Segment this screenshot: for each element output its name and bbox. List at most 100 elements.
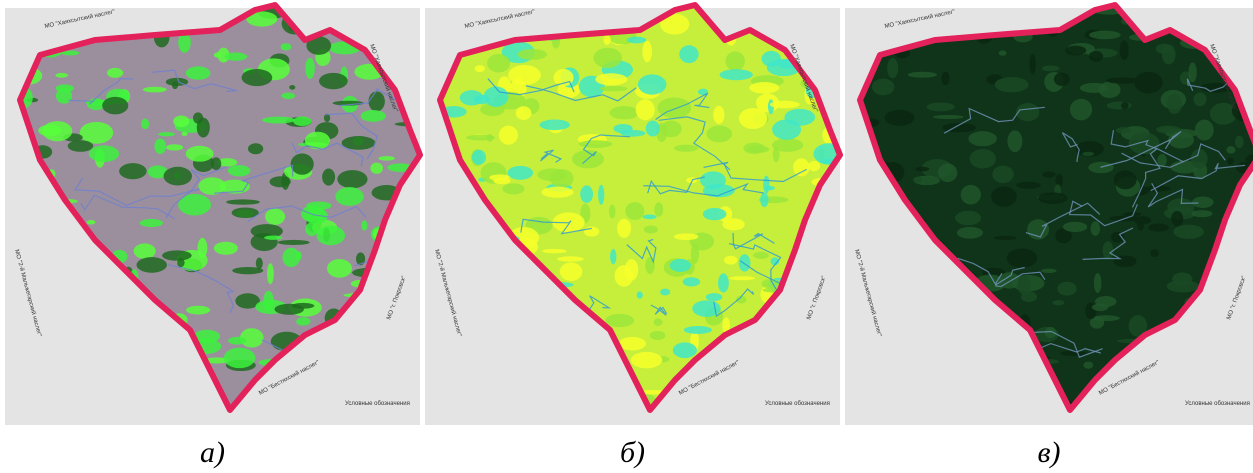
land-cover [214,242,238,255]
land-cover [225,52,247,60]
land-cover [164,167,192,186]
land-cover [264,235,282,239]
land-cover [660,289,670,296]
land-cover [1226,146,1235,154]
land-cover [1157,4,1190,9]
land-cover [653,318,662,326]
land-cover [1057,282,1076,296]
land-cover [143,87,167,93]
figure: МО "Хаяхсытский наслег"МО "Хаяхсытский н… [0,0,1253,473]
land-cover [784,109,815,126]
land-cover [537,168,567,181]
land-cover [610,249,616,264]
land-cover [968,131,997,146]
land-cover [305,58,315,79]
land-cover [927,102,955,111]
land-cover [609,106,639,119]
land-cover [141,119,149,130]
land-cover [941,71,949,85]
land-cover [603,35,610,45]
land-cover [489,174,509,180]
land-cover [518,49,547,60]
land-cover [301,205,325,222]
land-cover [1103,241,1114,259]
land-cover [173,115,189,127]
land-cover [319,73,348,89]
land-cover [808,161,820,171]
land-cover [472,150,486,165]
land-cover [646,120,660,136]
land-cover [703,208,727,220]
land-cover [1167,94,1182,114]
land-cover [466,135,495,141]
land-cover [617,219,631,238]
land-cover [240,328,264,347]
land-cover [166,144,183,150]
land-cover [1070,99,1092,121]
land-cover [1042,65,1059,71]
land-cover [557,256,584,261]
land-cover [1157,154,1166,167]
land-cover [291,153,314,174]
land-cover [1016,103,1039,121]
land-cover [275,304,304,315]
land-cover [1092,304,1108,311]
land-cover [378,156,394,161]
land-cover [56,88,72,104]
land-cover [933,115,964,119]
land-cover [361,110,386,122]
land-cover [542,249,566,254]
land-cover [263,291,273,311]
land-cover [1016,182,1041,189]
land-cover [136,257,166,273]
land-cover [89,145,119,162]
land-cover [282,248,300,267]
land-cover [683,277,701,286]
land-cover [262,117,295,124]
land-cover [627,37,646,44]
map-panel: МО "Хаяхсытский наслег"МО "Хаяхсытский н… [5,2,435,469]
land-cover [720,69,753,80]
land-cover [289,85,295,90]
land-cover [643,215,657,220]
land-cover [673,342,697,358]
land-cover [1089,31,1120,40]
land-cover [154,139,166,155]
land-cover [87,220,96,224]
land-cover [474,95,490,104]
land-cover [598,185,604,205]
land-cover [1134,72,1163,94]
land-cover [1195,120,1214,141]
land-cover [1191,210,1212,217]
land-cover [994,236,1017,240]
land-cover [1082,152,1094,156]
land-cover [515,76,522,84]
land-cover [228,337,246,345]
land-cover [270,176,291,187]
land-cover [68,140,94,152]
land-cover [674,233,699,240]
land-cover [342,136,376,150]
land-cover [361,220,367,230]
land-cover [674,145,698,152]
land-cover [605,314,634,327]
land-cover [729,276,755,280]
land-cover [579,140,613,148]
land-cover [631,352,662,368]
land-cover [368,91,384,111]
land-cover [654,202,663,216]
land-cover [743,143,765,154]
land-cover [186,66,211,79]
land-cover [487,54,510,72]
land-cover [242,69,273,86]
land-cover [1173,225,1204,239]
land-cover [1038,192,1067,204]
land-cover [540,120,570,131]
land-cover [885,110,915,126]
land-cover [1227,158,1234,165]
land-cover [638,74,667,94]
land-cover [915,167,929,172]
land-cover [620,130,645,137]
legend-title: Условные обозначения [765,401,830,407]
land-cover [1188,63,1196,83]
